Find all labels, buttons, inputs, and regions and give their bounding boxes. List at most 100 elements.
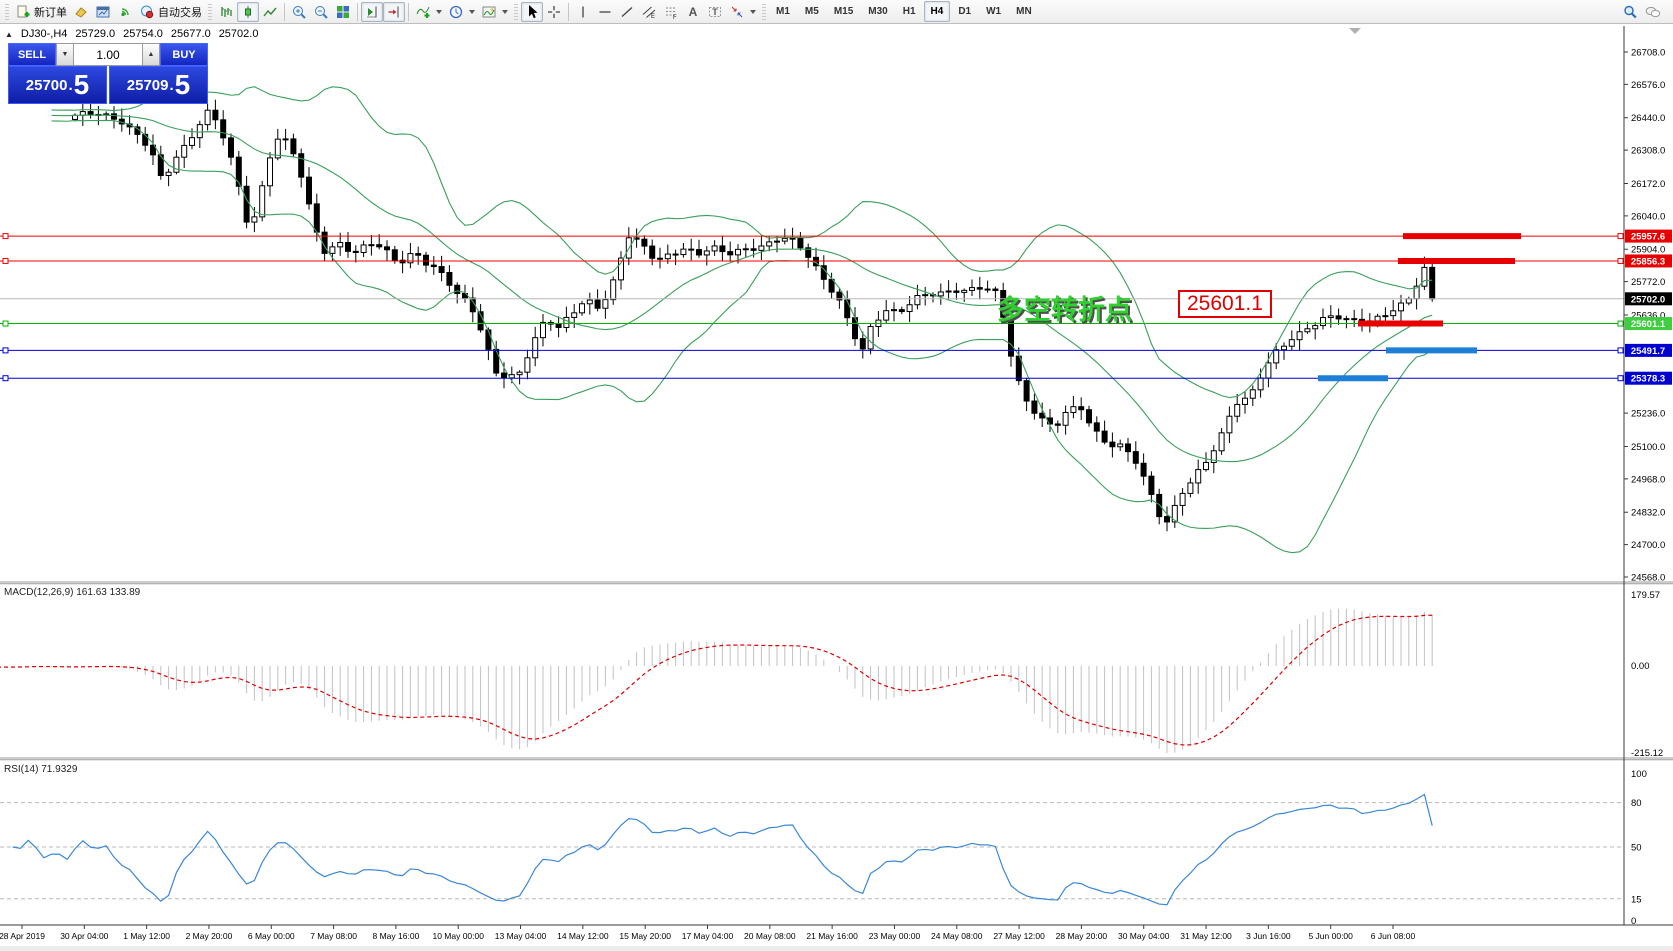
templates-button[interactable] [478, 2, 511, 22]
turning-point-price-box[interactable]: 25601.1 [1178, 290, 1272, 318]
volume-up-button[interactable]: ▲ [142, 43, 160, 66]
time-tick-label[interactable]: 30 Apr 04:00 [60, 931, 108, 941]
line-anchor-handle[interactable] [1617, 320, 1624, 327]
line-anchor-handle[interactable] [2, 257, 9, 264]
line-chart-icon [263, 7, 277, 16]
time-tick-label[interactable]: 6 Jun 08:00 [1371, 931, 1416, 941]
tile-windows-button[interactable] [332, 2, 354, 22]
timeframe-button-m15[interactable]: M15 [833, 6, 854, 17]
timeframe-button-w1[interactable]: W1 [986, 6, 1002, 17]
text-button[interactable]: A [682, 2, 704, 22]
line-anchor-handle[interactable] [1617, 233, 1624, 240]
toolbar-drag-handle[interactable] [514, 3, 518, 20]
volume-input[interactable] [74, 43, 142, 66]
timeframe-button-d1[interactable]: D1 [958, 6, 972, 17]
search-button[interactable] [1619, 2, 1641, 22]
bar-chart-button[interactable] [215, 2, 237, 22]
chart-shift-marker[interactable] [1349, 28, 1361, 34]
arrows-button[interactable] [726, 2, 759, 22]
time-tick-label[interactable]: 6 May 00:00 [248, 931, 295, 941]
line-chart-button[interactable] [259, 2, 281, 22]
candlestick-chart-button[interactable] [237, 1, 259, 22]
timeframe-button-h4[interactable]: H4 [923, 1, 951, 22]
turning-point-annotation[interactable]: 多空转折点 [997, 295, 1132, 325]
crosshair-icon [548, 5, 560, 18]
time-tick-label[interactable]: 8 May 16:00 [373, 931, 420, 941]
buy-price-button[interactable]: 25709 . 5 [109, 66, 208, 104]
equidistant-channel-button[interactable]: E [638, 2, 660, 22]
time-tick-label[interactable]: 28 Apr 2019 [0, 931, 45, 941]
zoom-out-icon [315, 5, 328, 19]
time-tick-label[interactable]: 24 May 08:00 [931, 931, 983, 941]
zoom-in-button[interactable] [288, 2, 310, 22]
buy-button[interactable]: BUY [160, 43, 208, 66]
line-anchor-handle[interactable] [2, 375, 9, 382]
time-tick-label[interactable]: 5 Jun 00:00 [1308, 931, 1353, 941]
vertical-line-button[interactable] [572, 2, 594, 22]
time-tick-label[interactable]: 14 May 12:00 [557, 931, 609, 941]
toolbar-drag-handle[interactable] [5, 3, 9, 20]
metaeditor-button[interactable] [70, 2, 92, 22]
arrows-icon [731, 6, 743, 17]
chart-shift-button[interactable] [383, 1, 405, 22]
line-anchor-handle[interactable] [2, 347, 9, 354]
time-tick-label[interactable]: 10 May 00:00 [432, 931, 484, 941]
auto-scroll-button[interactable] [361, 1, 383, 22]
time-tick-label[interactable]: 7 May 08:00 [310, 931, 357, 941]
symbol-expand-icon[interactable]: ▲ [5, 29, 13, 39]
time-tick-label[interactable]: 17 May 04:00 [682, 931, 734, 941]
text-label-button[interactable]: T [704, 2, 726, 22]
time-tick-label[interactable]: 21 May 16:00 [806, 931, 858, 941]
line-anchor-handle[interactable] [2, 320, 9, 327]
sell-price-main: 25700 [25, 76, 68, 94]
bar-chart-icon [221, 6, 232, 17]
trendline-button[interactable] [616, 2, 638, 22]
candle-body [298, 153, 305, 178]
timeframe-button-m5[interactable]: M5 [804, 6, 819, 17]
candle-body [859, 338, 866, 350]
cursor-button[interactable] [521, 1, 543, 22]
axis-tick-label: 25904.0 [1631, 245, 1665, 256]
time-tick-label[interactable]: 13 May 04:00 [495, 931, 547, 941]
main-chart-panel [0, 86, 1624, 554]
volume-down-button[interactable]: ▼ [56, 43, 74, 66]
time-tick-label[interactable]: 30 May 04:00 [1118, 931, 1170, 941]
sell-price-button[interactable]: 25700 . 5 [8, 66, 107, 104]
time-tick-label[interactable]: 1 May 12:00 [123, 931, 170, 941]
line-anchor-handle[interactable] [1617, 375, 1624, 382]
signals-button[interactable] [114, 2, 136, 22]
time-tick-label[interactable]: 31 May 12:00 [1180, 931, 1232, 941]
sell-button[interactable]: SELL [8, 43, 56, 66]
timeframe-button-mn[interactable]: MN [1016, 6, 1032, 17]
timeframe-button-h1[interactable]: H1 [902, 6, 916, 17]
indicators-button[interactable] [412, 2, 445, 22]
line-anchor-handle[interactable] [1617, 347, 1624, 354]
macd-scale-label: 0.00 [1631, 661, 1650, 672]
candle-body [532, 337, 539, 359]
periods-button[interactable] [445, 2, 478, 22]
time-tick-label[interactable]: 2 May 20:00 [186, 931, 233, 941]
line-anchor-handle[interactable] [1617, 257, 1624, 264]
candle-body [781, 237, 788, 242]
chat-button[interactable] [1641, 2, 1665, 22]
time-tick-label[interactable]: 27 May 12:00 [993, 931, 1045, 941]
time-tick-label[interactable]: 28 May 20:00 [1056, 931, 1108, 941]
toolbar-drag-handle[interactable] [208, 3, 212, 20]
horizontal-line-button[interactable] [594, 2, 616, 22]
auto-trading-button[interactable]: 自动交易 [136, 2, 205, 22]
time-tick-label[interactable]: 3 Jun 16:00 [1246, 931, 1291, 941]
timeframe-button-m1[interactable]: M1 [776, 6, 790, 17]
new-chart-button[interactable] [92, 2, 114, 22]
timeframe-button-m30[interactable]: M30 [868, 6, 888, 17]
new-order-button[interactable]: 新订单 [12, 2, 70, 22]
time-tick-label[interactable]: 20 May 08:00 [744, 931, 796, 941]
line-anchor-handle[interactable] [2, 233, 9, 240]
time-tick-label[interactable]: 23 May 00:00 [869, 931, 921, 941]
crosshair-button[interactable] [543, 2, 565, 22]
fibonacci-button[interactable]: F [660, 2, 682, 22]
toolbar-drag-handle[interactable] [762, 3, 766, 20]
time-tick-label[interactable]: 15 May 20:00 [619, 931, 671, 941]
price-badge [1625, 343, 1672, 357]
zoom-out-button[interactable] [310, 2, 332, 22]
